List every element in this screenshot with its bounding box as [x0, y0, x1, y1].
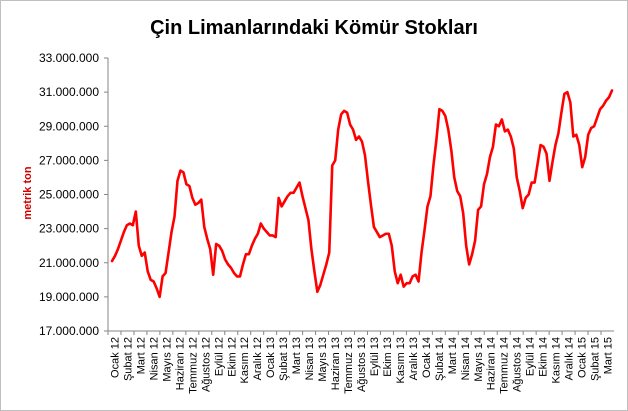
x-tick-label: Aralık 12	[252, 337, 264, 380]
x-tick-label: Mart 13	[291, 337, 303, 374]
x-tick-label: Ocak 12	[109, 337, 121, 378]
x-tick-label: Ağustos 13	[356, 337, 368, 392]
x-tick-label: Mart 12	[135, 337, 147, 374]
y-tick-label: 33.000.000	[39, 51, 99, 65]
y-tick-label: 29.000.000	[39, 119, 99, 133]
x-tick-label: Şubat 14	[434, 337, 446, 381]
x-tick-label: Aralık 13	[408, 337, 420, 380]
x-tick-label: Nisan 14	[460, 337, 472, 380]
x-tick-label: Mayıs 12	[161, 337, 173, 382]
x-tick-label: Mart 14	[447, 337, 459, 374]
y-axis-label: metrik ton	[22, 166, 34, 219]
y-tick-label: 31.000.000	[39, 85, 99, 99]
x-tick-label: Eylül 12	[213, 337, 225, 376]
x-tick-label: Haziran 14	[486, 337, 498, 390]
x-tick-label: Ocak 13	[265, 337, 277, 378]
y-tick-label: 21.000.000	[39, 256, 99, 270]
x-tick-label: Şubat 15	[590, 337, 602, 381]
x-tick-label: Nisan 13	[304, 337, 316, 380]
y-tick-label: 27.000.000	[39, 153, 99, 167]
x-tick-label: Şubat 13	[278, 337, 290, 381]
x-tick-label: Nisan 12	[148, 337, 160, 380]
y-tick-label: 23.000.000	[39, 222, 99, 236]
x-axis: Ocak 12 Şubat 12 Mart 12 Nisan 12 Mayıs 12 Ha…	[108, 331, 615, 394]
x-tick-label: Temmuz 13	[343, 337, 355, 394]
x-tick-label: Ekim 13	[382, 337, 394, 377]
x-tick-label: Kasım 14	[551, 337, 563, 383]
series-line	[112, 90, 612, 296]
x-tick-label: Şubat 12	[122, 337, 134, 381]
chart-title: Çin Limanlarındaki Kömür Stokları	[150, 17, 478, 39]
x-tick-label: Ocak 14	[421, 337, 433, 378]
x-tick-label: Ocak 15	[577, 337, 589, 378]
x-tick-label: Haziran 13	[330, 337, 342, 390]
x-tick-label: Ağustos 14	[512, 337, 524, 392]
x-tick-label: Ekim 12	[226, 337, 238, 377]
y-tick-label: 19.000.000	[39, 290, 99, 304]
x-tick-label: Ağustos 12	[200, 337, 212, 392]
y-tick-label: 17.000.000	[39, 324, 99, 338]
y-tick-label: 25.000.000	[39, 188, 99, 202]
x-tick-label: Eylül 13	[369, 337, 381, 376]
x-tick-label: Haziran 12	[174, 337, 186, 390]
x-tick-label: Ekim 14	[538, 337, 550, 377]
x-tick-label: Temmuz 12	[187, 337, 199, 394]
x-tick-label: Kasım 13	[395, 337, 407, 383]
x-tick-label: Aralık 14	[564, 337, 576, 380]
x-tick-label: Eylül 14	[525, 337, 537, 376]
x-tick-label: Mayıs 14	[473, 337, 485, 382]
x-tick-label: Temmuz 14	[499, 337, 511, 394]
x-tick-label: Mayıs 13	[317, 337, 329, 382]
y-axis: 17.000.000 19.000.000 21.000.000 23.000.000…	[39, 51, 108, 338]
x-tick-label: Mart 15	[603, 337, 615, 374]
x-tick-label: Kasım 12	[239, 337, 251, 383]
series-group	[112, 90, 612, 296]
